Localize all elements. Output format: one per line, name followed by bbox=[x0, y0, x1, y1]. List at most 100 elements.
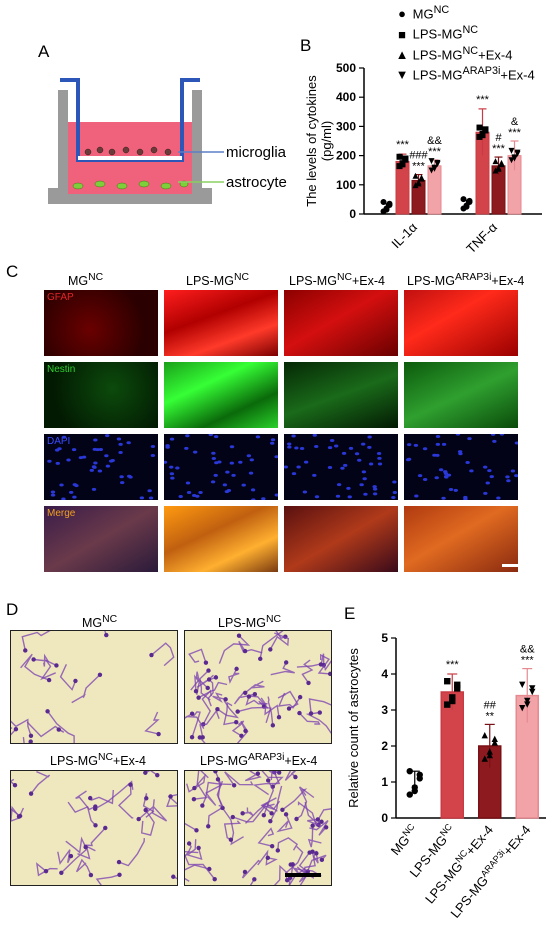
significance-label: *** bbox=[428, 146, 442, 158]
data-point bbox=[514, 149, 521, 156]
significance-label: & bbox=[511, 116, 519, 128]
data-point bbox=[519, 705, 526, 712]
tile-merge-3 bbox=[284, 506, 398, 572]
data-point bbox=[386, 200, 393, 207]
transwell-image-3 bbox=[10, 770, 178, 886]
bar bbox=[395, 160, 410, 215]
data-point bbox=[529, 688, 536, 696]
data-point bbox=[479, 132, 486, 139]
transwell-image-2 bbox=[184, 630, 332, 744]
nuclei-pattern bbox=[405, 434, 518, 500]
nuclei-pattern bbox=[164, 434, 278, 500]
data-point bbox=[476, 124, 483, 131]
panel-label-b: B bbox=[300, 36, 312, 55]
category-label: TNF-α bbox=[463, 219, 500, 256]
tile-gfap-3 bbox=[284, 290, 398, 356]
data-point bbox=[449, 694, 456, 701]
significance-label: ## bbox=[484, 699, 497, 711]
data-point bbox=[399, 161, 406, 168]
y-tick-label: 0 bbox=[381, 811, 388, 825]
tile-nestin-4 bbox=[404, 362, 518, 428]
data-point bbox=[428, 158, 435, 165]
significance-label: && bbox=[520, 644, 535, 656]
data-point bbox=[411, 787, 418, 795]
y-tick-label: 2 bbox=[381, 739, 388, 753]
stain-label-gfap: GFAP bbox=[47, 292, 74, 303]
transwell-image-1 bbox=[10, 630, 178, 744]
data-point bbox=[396, 153, 403, 160]
data-point bbox=[511, 155, 518, 162]
scale-bar-d bbox=[285, 873, 321, 877]
tile-dapi-1: DAPI bbox=[44, 434, 158, 500]
significance-label: *** bbox=[446, 659, 460, 671]
y-tick-label: 4 bbox=[381, 667, 388, 681]
y-tick-label: 200 bbox=[336, 149, 356, 163]
chart-b-legend: ● MGNC ■ LPS-MGNC ▲ LPS-MGNC+Ex-4 ▼ LPS-… bbox=[395, 2, 535, 83]
panel-label-d: D bbox=[6, 600, 19, 619]
data-point bbox=[444, 678, 451, 685]
data-point bbox=[524, 697, 531, 705]
data-point bbox=[463, 203, 470, 210]
d-title-mg-nc: MGNC bbox=[82, 614, 118, 631]
panel-label-e: E bbox=[344, 604, 356, 623]
y-tick-label: 3 bbox=[381, 703, 388, 717]
bar bbox=[440, 691, 464, 819]
d-title-lps-mg-nc-ex4: LPS-MGNC+Ex-4 bbox=[50, 752, 146, 769]
panel-label-a: A bbox=[38, 42, 50, 61]
data-point bbox=[383, 206, 390, 213]
tile-nestin-1: Nestin bbox=[44, 362, 158, 428]
scale-bar-c bbox=[502, 564, 520, 567]
data-point bbox=[431, 165, 438, 172]
nuclei-pattern bbox=[47, 434, 156, 500]
data-point bbox=[418, 174, 425, 181]
significance-label: *** bbox=[412, 161, 426, 173]
tile-gfap-4 bbox=[404, 290, 518, 356]
stain-label-merge: Merge bbox=[47, 508, 76, 519]
tile-dapi-3 bbox=[284, 434, 398, 500]
data-point bbox=[412, 182, 419, 189]
data-point bbox=[498, 159, 505, 166]
y-tick-label: 300 bbox=[336, 119, 356, 133]
tile-nestin-3 bbox=[284, 362, 398, 428]
astrocyte-label: astrocyte bbox=[226, 174, 287, 191]
y-tick-label: 500 bbox=[336, 61, 356, 75]
data-point bbox=[444, 701, 451, 708]
transwell-diagram bbox=[48, 78, 224, 204]
data-point bbox=[486, 751, 493, 759]
significance-label: *** bbox=[521, 655, 535, 667]
y-tick-label: 400 bbox=[336, 90, 356, 104]
data-point bbox=[380, 199, 387, 206]
immunofluorescence-grid: GFAP Nestin DAPI Merge bbox=[44, 290, 524, 572]
significance-label: *** bbox=[476, 94, 490, 106]
d-title-lps-mg-nc: LPS-MGNC bbox=[218, 614, 281, 631]
data-point bbox=[428, 167, 435, 174]
tile-gfap-2 bbox=[164, 290, 278, 356]
transwell-image-4 bbox=[184, 770, 332, 886]
data-point bbox=[466, 197, 473, 204]
data-point bbox=[508, 157, 515, 164]
data-point bbox=[508, 147, 515, 154]
data-point bbox=[454, 685, 461, 692]
legend-item-lps-mg-nc: ■ LPS-MGNC bbox=[398, 24, 479, 42]
data-point bbox=[434, 159, 441, 166]
col-title-mg-nc: MGNC bbox=[68, 272, 104, 289]
y-tick-label: 100 bbox=[336, 178, 356, 192]
significance-label: *** bbox=[492, 143, 506, 155]
col-title-lps-mg-nc-ex4: LPS-MGNC+Ex-4 bbox=[289, 272, 385, 289]
significance-label: *** bbox=[508, 127, 522, 139]
data-point bbox=[402, 155, 409, 162]
data-point bbox=[519, 681, 526, 688]
data-point bbox=[481, 755, 488, 762]
nuclei-pattern bbox=[284, 434, 398, 500]
data-point bbox=[482, 126, 489, 133]
col-title-lps-mg-arap3i-ex4: LPS-MGARAP3i+Ex-4 bbox=[407, 272, 525, 289]
data-point bbox=[460, 196, 467, 203]
data-point bbox=[416, 771, 423, 778]
significance-label: && bbox=[427, 135, 442, 147]
y-tick-label: 0 bbox=[349, 207, 356, 221]
legend-item-lps-mg-nc-ex4: ▲ LPS-MGNC+Ex-4 bbox=[395, 44, 513, 62]
significance-label: *** bbox=[396, 139, 410, 151]
col-title-lps-mg-nc: LPS-MGNC bbox=[186, 272, 249, 289]
category-label: MGNC bbox=[387, 821, 421, 858]
